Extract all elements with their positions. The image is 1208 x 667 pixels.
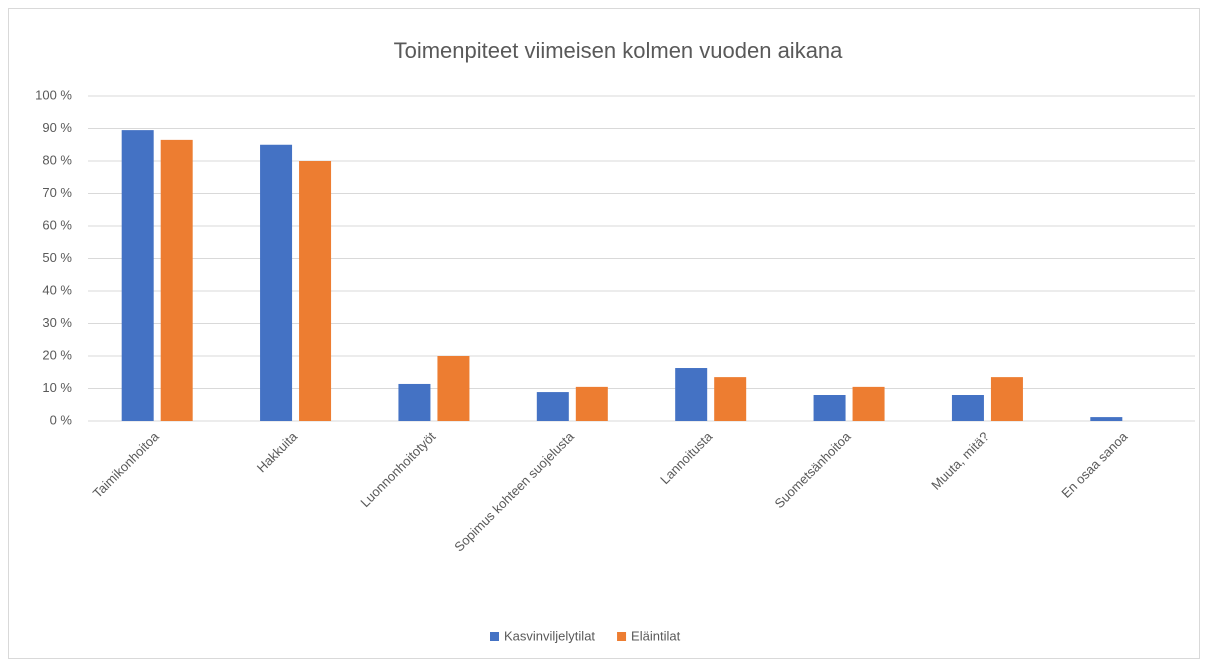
y-tick-label: 50 % [42, 250, 72, 265]
y-tick-label: 80 % [42, 152, 72, 167]
legend-swatch [490, 632, 499, 641]
y-tick-label: 20 % [42, 347, 72, 362]
y-tick-label: 100 % [35, 87, 72, 102]
bar [575, 386, 608, 421]
bar [675, 368, 708, 421]
y-tick-label: 90 % [42, 120, 72, 135]
bar [536, 392, 569, 421]
bar [398, 383, 431, 421]
legend-swatch [617, 632, 627, 641]
bar [990, 377, 1023, 421]
y-tick-label: 60 % [42, 217, 72, 232]
bar [299, 161, 332, 421]
bar [260, 144, 293, 421]
legend-label: Eläintilat [631, 628, 681, 643]
bar [714, 377, 747, 421]
bar [1090, 417, 1123, 421]
bar [852, 386, 885, 421]
bar [121, 130, 154, 421]
y-tick-label: 70 % [42, 185, 72, 200]
y-tick-label: 0 % [50, 412, 73, 427]
bar [437, 356, 470, 421]
legend-label: Kasvinviljelytilat [504, 628, 595, 643]
y-tick-label: 10 % [42, 380, 72, 395]
y-tick-label: 40 % [42, 282, 72, 297]
bar [951, 395, 984, 421]
chart-title: Toimenpiteet viimeisen kolmen vuoden aik… [394, 38, 844, 63]
y-tick-label: 30 % [42, 315, 72, 330]
bar [160, 139, 193, 421]
chart-border [8, 8, 1200, 659]
bar [813, 395, 846, 421]
